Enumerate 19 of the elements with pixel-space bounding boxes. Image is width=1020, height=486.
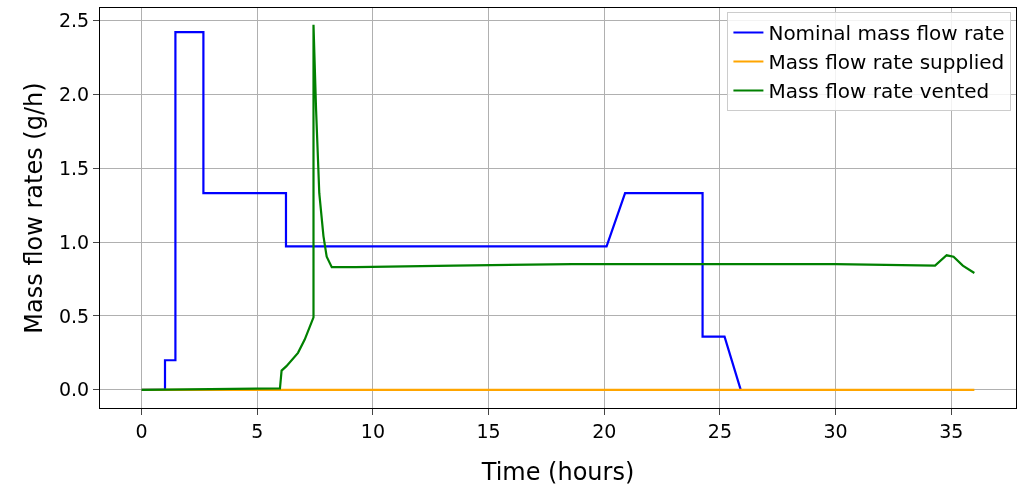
x-tick-label: 5 <box>251 419 264 442</box>
legend-label: Mass flow rate supplied <box>768 50 1005 75</box>
y-tick-label: 2.0 <box>58 82 90 105</box>
x-tick-label: 10 <box>360 419 386 442</box>
x-tick-label: 20 <box>592 419 617 442</box>
x-tick-label: 15 <box>476 419 501 442</box>
y-tick-label: 1.0 <box>58 230 90 253</box>
x-tick-label: 35 <box>939 419 964 442</box>
x-tick-label: 0 <box>135 419 148 442</box>
legend-label: Mass flow rate vented <box>768 79 990 104</box>
x-tick-label: 25 <box>707 419 733 442</box>
y-tick-label: 0.5 <box>58 304 90 327</box>
x-tick-label: 30 <box>823 419 848 442</box>
y-tick-label: 1.5 <box>58 156 90 179</box>
y-tick-label: 0.0 <box>58 378 90 401</box>
y-tick-label: 2.5 <box>58 8 90 31</box>
y-axis-title: Mass flow rates (g/h) <box>20 82 48 334</box>
x-axis-title: Time (hours) <box>480 458 635 486</box>
legend-label: Nominal mass flow rate <box>768 21 1005 46</box>
